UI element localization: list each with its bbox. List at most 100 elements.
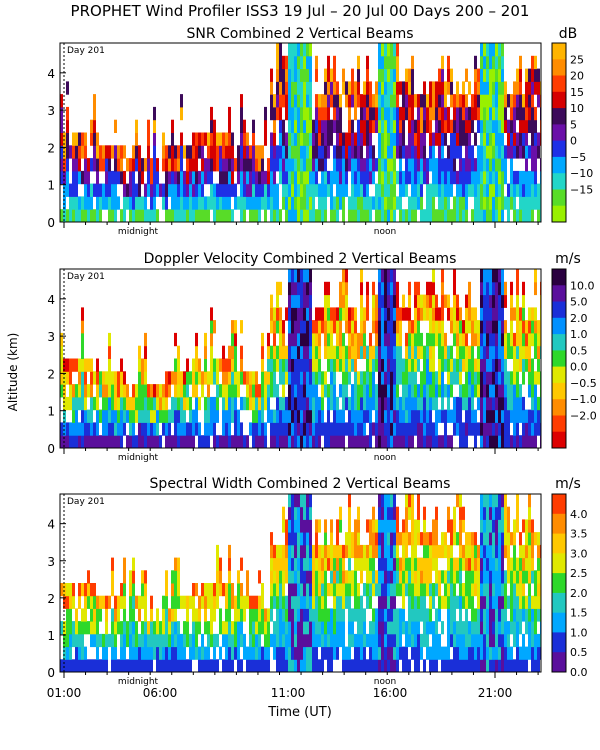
- heat-cell: [312, 633, 315, 648]
- heat-cell: [348, 544, 351, 559]
- heat-cell: [192, 132, 195, 146]
- heat-cell: [171, 621, 174, 635]
- heat-cell: [363, 106, 366, 121]
- heat-cell: [411, 158, 414, 172]
- heat-cell: [411, 583, 414, 597]
- heat-cell: [390, 281, 393, 296]
- heat-cell: [354, 532, 357, 546]
- heat-cell: [297, 332, 300, 347]
- heat-cell: [123, 396, 126, 411]
- heat-cell: [444, 595, 447, 609]
- heat-cell: [117, 196, 120, 210]
- heat-cell: [324, 633, 327, 648]
- heat-cell: [423, 532, 426, 546]
- heat-cell: [441, 81, 444, 95]
- heat-cell: [414, 332, 417, 347]
- heat-cell: [285, 519, 288, 533]
- heat-cell: [378, 646, 381, 660]
- heat-cell: [420, 196, 423, 210]
- heat-cell: [471, 332, 474, 347]
- heat-cell: [375, 358, 378, 372]
- heat-cell: [414, 396, 417, 411]
- heat-cell: [432, 396, 435, 411]
- heat-cell: [303, 659, 306, 672]
- heat-cell: [327, 106, 330, 121]
- heat-cell: [399, 320, 402, 334]
- heat-cell: [273, 409, 276, 423]
- heat-cell: [237, 646, 240, 660]
- heat-cell: [255, 621, 258, 635]
- heat-cell: [360, 106, 363, 121]
- heat-cell: [519, 409, 522, 423]
- heat-cell: [378, 119, 381, 133]
- heat-cell: [72, 196, 75, 210]
- heat-cell: [447, 307, 450, 321]
- heat-cell: [378, 145, 381, 159]
- heat-cell: [534, 570, 537, 584]
- heat-cell: [396, 281, 399, 296]
- heat-cell: [519, 81, 522, 95]
- heat-cell: [87, 409, 90, 423]
- colorbar-label: 1.0: [570, 626, 588, 639]
- heat-cell: [516, 307, 519, 321]
- heat-cell: [495, 570, 498, 584]
- heat-cell: [198, 196, 201, 210]
- heat-cell: [150, 183, 153, 197]
- heat-cell: [537, 358, 540, 372]
- heat-cell: [117, 659, 120, 672]
- heat-cell: [162, 196, 165, 210]
- heat-cell: [354, 170, 357, 185]
- heat-cell: [129, 170, 132, 185]
- heat-cell: [471, 422, 474, 436]
- heat-cell: [366, 583, 369, 597]
- heat-cell: [210, 132, 213, 146]
- heat-cell: [288, 119, 291, 133]
- heat-cell: [291, 422, 294, 436]
- heat-cell: [66, 608, 69, 622]
- heat-cell: [420, 94, 423, 108]
- heat-cell: [291, 269, 294, 283]
- heat-cell: [378, 633, 381, 648]
- heat-cell: [303, 269, 306, 283]
- heat-cell: [405, 633, 408, 648]
- heat-cell: [462, 659, 465, 672]
- heat-cell: [483, 320, 486, 334]
- heat-cell: [462, 396, 465, 411]
- colorbar-swatch: [552, 269, 566, 286]
- heat-cell: [60, 358, 63, 372]
- heat-cell: [96, 371, 99, 385]
- heat-cell: [342, 68, 345, 82]
- heat-cell: [270, 196, 273, 210]
- heat-cell: [60, 435, 63, 448]
- heat-cell: [252, 409, 255, 423]
- heat-cell: [432, 209, 435, 222]
- heat-cell: [351, 94, 354, 108]
- heat-cell: [219, 158, 222, 172]
- heat-cell: [264, 435, 267, 448]
- heat-cell: [432, 170, 435, 185]
- heat-cell: [465, 345, 468, 359]
- heat-cell: [537, 94, 540, 108]
- heat-cell: [477, 608, 480, 622]
- heat-cell: [186, 621, 189, 635]
- heat-cell: [489, 371, 492, 385]
- heat-cell: [348, 659, 351, 672]
- snr-panel-title: SNR Combined 2 Vertical Beams: [186, 26, 413, 42]
- heat-cell: [468, 307, 471, 321]
- heat-cell: [201, 583, 204, 597]
- heat-cell: [402, 183, 405, 197]
- heat-cell: [357, 659, 360, 672]
- heat-cell: [378, 320, 381, 334]
- heat-cell: [135, 145, 138, 159]
- heat-cell: [378, 595, 381, 609]
- heat-cell: [378, 422, 381, 436]
- heat-cell: [294, 633, 297, 648]
- heat-cell: [417, 384, 420, 398]
- heat-cell: [312, 320, 315, 334]
- heat-cell: [153, 422, 156, 436]
- heat-cell: [474, 132, 477, 146]
- heat-cell: [249, 396, 252, 411]
- heat-cell: [510, 570, 513, 584]
- colorbar-swatch: [552, 108, 566, 125]
- heat-cell: [291, 81, 294, 95]
